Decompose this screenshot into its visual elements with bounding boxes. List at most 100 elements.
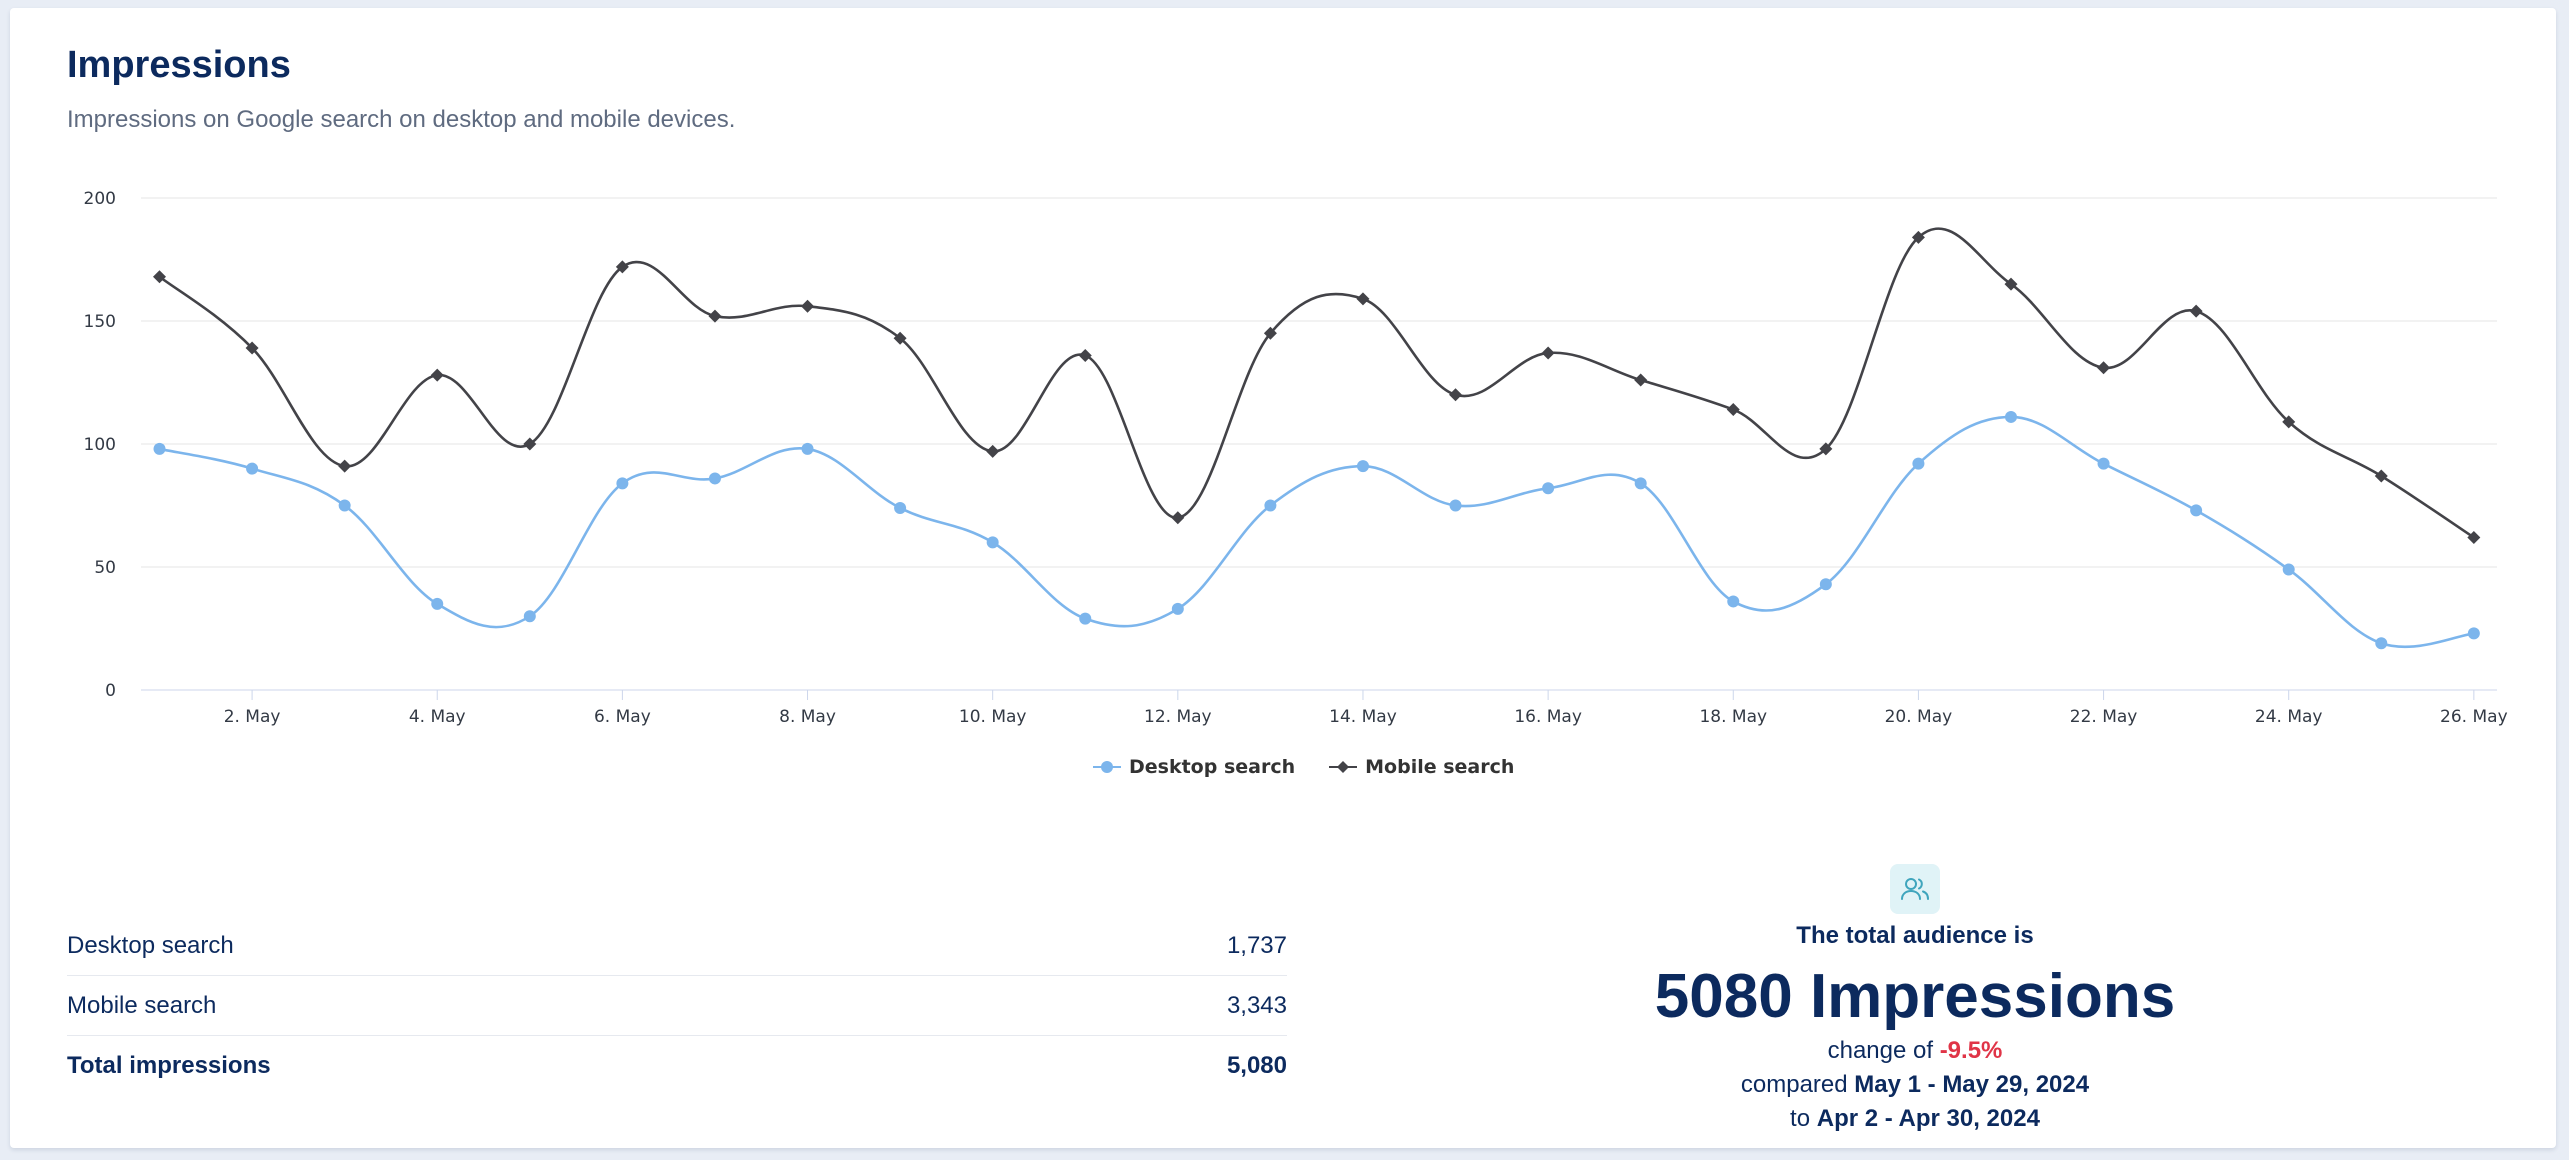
data-point-desktop-search bbox=[801, 442, 814, 455]
stats-total-value: 5,080 bbox=[1226, 1051, 1287, 1079]
data-point-desktop-search bbox=[1634, 477, 1647, 490]
page-title: Impressions bbox=[67, 44, 291, 86]
series-line-mobile-search bbox=[158, 227, 2475, 539]
to-range: Apr 2 - Apr 30, 2024 bbox=[1816, 1105, 2040, 1132]
data-point-mobile-search bbox=[1171, 511, 1185, 525]
data-point-mobile-search bbox=[2282, 415, 2296, 429]
x-tick-label: 24. May bbox=[2255, 707, 2323, 727]
data-point-mobile-search bbox=[615, 260, 629, 274]
to-line: to Apr 2 - Apr 30, 2024 bbox=[1525, 1102, 2305, 1136]
data-point-desktop-search bbox=[523, 610, 536, 623]
data-point-mobile-search bbox=[1356, 292, 1370, 306]
chart-legend: Desktop search Mobile search bbox=[1093, 750, 1514, 784]
stats-total-label: Total impressions bbox=[67, 1051, 271, 1079]
to-prefix: to bbox=[1790, 1105, 1817, 1132]
stats-row-label: Desktop search bbox=[67, 931, 234, 959]
data-point-mobile-search bbox=[708, 309, 722, 323]
data-point-mobile-search bbox=[1449, 388, 1463, 402]
series-line-desktop-search bbox=[159, 415, 2475, 649]
impressions-chart: 0 50 100 150 200 2. May 4. May 6. May 8. May 10. … bbox=[84, 189, 2508, 727]
data-point-mobile-search bbox=[2467, 530, 2481, 544]
data-point-desktop-search bbox=[2004, 410, 2017, 423]
audience-total: 5080 Impressions bbox=[1654, 962, 2176, 1031]
x-tick-label: 26. May bbox=[2440, 707, 2508, 727]
data-point-desktop-search bbox=[2375, 637, 2388, 650]
data-point-desktop-search bbox=[1542, 482, 1555, 495]
data-point-mobile-search bbox=[1541, 346, 1555, 360]
data-point-desktop-search bbox=[894, 501, 907, 514]
legend-item-mobile-search[interactable]: Mobile search bbox=[1329, 756, 1514, 778]
x-tick-label: 18. May bbox=[1699, 707, 1767, 727]
data-point-desktop-search bbox=[2097, 457, 2110, 470]
data-point-desktop-search bbox=[1912, 457, 1925, 470]
y-tick-label: 50 bbox=[94, 558, 116, 578]
data-point-desktop-search bbox=[338, 499, 351, 512]
compared-range: May 1 - May 29, 2024 bbox=[1854, 1071, 2090, 1098]
data-point-desktop-search bbox=[1171, 602, 1184, 615]
data-point-mobile-search bbox=[801, 299, 815, 313]
data-point-desktop-search bbox=[1819, 578, 1832, 591]
data-point-mobile-search bbox=[245, 341, 259, 355]
data-point-mobile-search bbox=[986, 444, 1000, 458]
audience-summary: The total audience is 5080 Impressions c… bbox=[1525, 864, 2305, 1136]
x-tick-label: 10. May bbox=[959, 707, 1027, 727]
data-point-desktop-search bbox=[431, 597, 444, 610]
users-icon bbox=[1890, 864, 1940, 914]
y-tick-label: 100 bbox=[84, 435, 116, 455]
data-point-desktop-search bbox=[1449, 499, 1462, 512]
data-point-mobile-search bbox=[153, 270, 167, 284]
data-point-desktop-search bbox=[986, 536, 999, 549]
x-tick-label: 20. May bbox=[1885, 707, 1953, 727]
audience-label: The total audience is bbox=[1796, 922, 2034, 949]
data-point-desktop-search bbox=[2190, 504, 2203, 517]
x-tick-label: 16. May bbox=[1514, 707, 1582, 727]
data-point-mobile-search bbox=[1911, 230, 1925, 244]
data-point-desktop-search bbox=[1264, 499, 1277, 512]
data-point-mobile-search bbox=[1078, 348, 1092, 362]
y-tick-label: 0 bbox=[105, 681, 116, 701]
x-tick-label: 2. May bbox=[224, 707, 281, 727]
y-tick-label: 200 bbox=[84, 189, 116, 209]
stats-row-mobile: Mobile search 3,343 bbox=[67, 976, 1287, 1036]
stats-row-total: Total impressions 5,080 bbox=[67, 1036, 1287, 1095]
data-point-mobile-search bbox=[2374, 469, 2388, 483]
page-subtitle: Impressions on Google search on desktop … bbox=[67, 106, 736, 133]
data-point-mobile-search bbox=[1263, 326, 1277, 340]
data-point-desktop-search bbox=[2467, 627, 2480, 640]
stats-row-value: 3,343 bbox=[1226, 991, 1287, 1019]
data-point-desktop-search bbox=[1079, 612, 1092, 625]
x-tick-label: 8. May bbox=[779, 707, 836, 727]
legend-desktop-symbol bbox=[1093, 761, 1121, 773]
stats-row-label: Mobile search bbox=[67, 991, 217, 1019]
data-point-mobile-search bbox=[1726, 403, 1740, 417]
impressions-card: Impressions Impressions on Google search… bbox=[10, 8, 2556, 1148]
data-point-desktop-search bbox=[1727, 595, 1740, 608]
data-point-mobile-search bbox=[1634, 373, 1648, 387]
compared-prefix: compared bbox=[1740, 1071, 1855, 1098]
data-point-mobile-search bbox=[893, 331, 907, 345]
data-point-mobile-search bbox=[2097, 361, 2111, 375]
data-point-mobile-search bbox=[523, 437, 537, 451]
x-tick-label: 12. May bbox=[1144, 707, 1212, 727]
data-point-mobile-search bbox=[2189, 304, 2203, 318]
data-point-desktop-search bbox=[246, 462, 259, 475]
data-point-desktop-search bbox=[616, 477, 629, 490]
change-value: -9.5% bbox=[1939, 1037, 2003, 1064]
stats-row-desktop: Desktop search 1,737 bbox=[67, 916, 1287, 976]
y-tick-label: 150 bbox=[84, 312, 116, 332]
change-line: change of -9.5% bbox=[1525, 1034, 2305, 1068]
data-point-mobile-search bbox=[1819, 442, 1833, 456]
impressions-stats-table: Desktop search 1,737 Mobile search 3,343… bbox=[67, 916, 1287, 1095]
data-point-desktop-search bbox=[708, 472, 721, 485]
data-point-desktop-search bbox=[2282, 563, 2295, 576]
data-point-mobile-search bbox=[338, 459, 352, 473]
legend-mobile-symbol bbox=[1329, 761, 1358, 773]
legend-desktop-label: Desktop search bbox=[1129, 756, 1296, 778]
data-point-desktop-search bbox=[153, 442, 166, 455]
data-point-desktop-search bbox=[1356, 460, 1369, 473]
x-tick-label: 22. May bbox=[2070, 707, 2138, 727]
legend-item-desktop-search[interactable]: Desktop search bbox=[1093, 756, 1295, 778]
data-point-mobile-search bbox=[2004, 277, 2018, 291]
change-prefix: change of bbox=[1827, 1037, 1940, 1064]
data-point-mobile-search bbox=[430, 368, 444, 382]
